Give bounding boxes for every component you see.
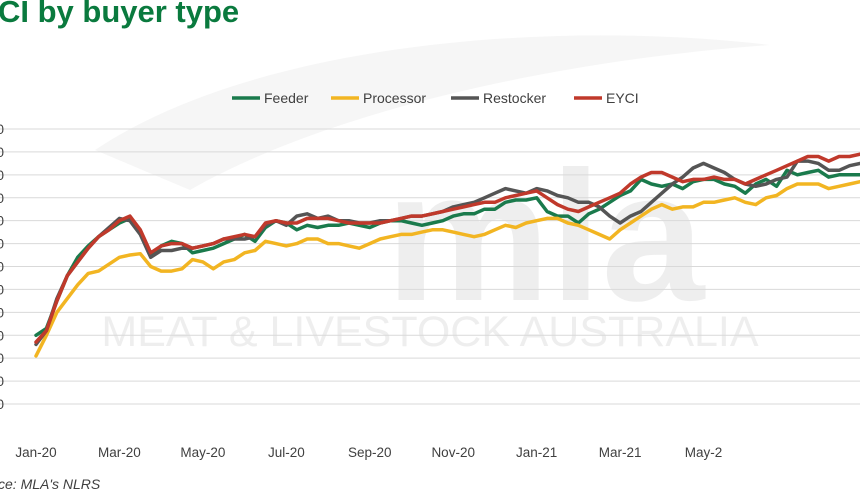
x-axis-tick-labels: Jan-20 Mar-20 May-20 Jul-20 Sep-20 Nov-20 Jan-… <box>15 445 722 460</box>
source-note: ce: MLA's NLRS <box>0 476 101 492</box>
x-tick-label: Mar-21 <box>599 445 642 460</box>
x-tick-label: Jan-20 <box>15 445 56 460</box>
y-tick-label: 250 <box>0 351 4 366</box>
y-tick-label: 750 <box>0 122 4 137</box>
y-axis-tick-labels: 150 200 250 300 350 400 450 500 550 600 650 700 750 <box>0 122 4 412</box>
legend-label-eyci: EYCI <box>606 90 639 106</box>
mla-watermark: mla MEAT & LIVESTOCK AUSTRALIA <box>95 35 770 356</box>
y-tick-label: 400 <box>0 282 4 297</box>
chart-series <box>34 152 860 358</box>
series-line-processor <box>34 179 860 358</box>
y-tick-label: 200 <box>0 374 4 389</box>
watermark-swoosh <box>95 35 770 191</box>
legend-label-restocker: Restocker <box>483 90 546 106</box>
series-line-feeder <box>34 168 860 338</box>
y-tick-label: 450 <box>0 260 4 275</box>
legend-label-processor: Processor <box>363 90 426 106</box>
x-tick-label: May-2 <box>685 445 723 460</box>
y-tick-label: 500 <box>0 237 4 252</box>
legend-label-feeder: Feeder <box>264 90 309 106</box>
chart-title: CI by buyer type <box>0 0 240 29</box>
y-tick-label: 350 <box>0 305 4 320</box>
y-tick-label: 700 <box>0 145 4 160</box>
watermark-logo-text: mla <box>386 134 707 340</box>
chart-legend: Feeder Processor Restocker EYCI <box>232 90 639 106</box>
x-tick-label: Nov-20 <box>431 445 475 460</box>
watermark-tagline: MEAT & LIVESTOCK AUSTRALIA <box>101 308 758 356</box>
y-tick-label: 650 <box>0 168 4 183</box>
x-tick-label: Mar-20 <box>98 445 141 460</box>
y-tick-label: 550 <box>0 214 4 229</box>
x-tick-label: Jul-20 <box>268 445 305 460</box>
series-line-eyci <box>34 152 860 344</box>
y-tick-label: 300 <box>0 328 4 343</box>
y-tick-label: 150 <box>0 397 4 412</box>
y-tick-label: 600 <box>0 191 4 206</box>
x-tick-label: Jan-21 <box>516 445 557 460</box>
x-tick-label: Sep-20 <box>348 445 392 460</box>
x-tick-label: May-20 <box>180 445 225 460</box>
